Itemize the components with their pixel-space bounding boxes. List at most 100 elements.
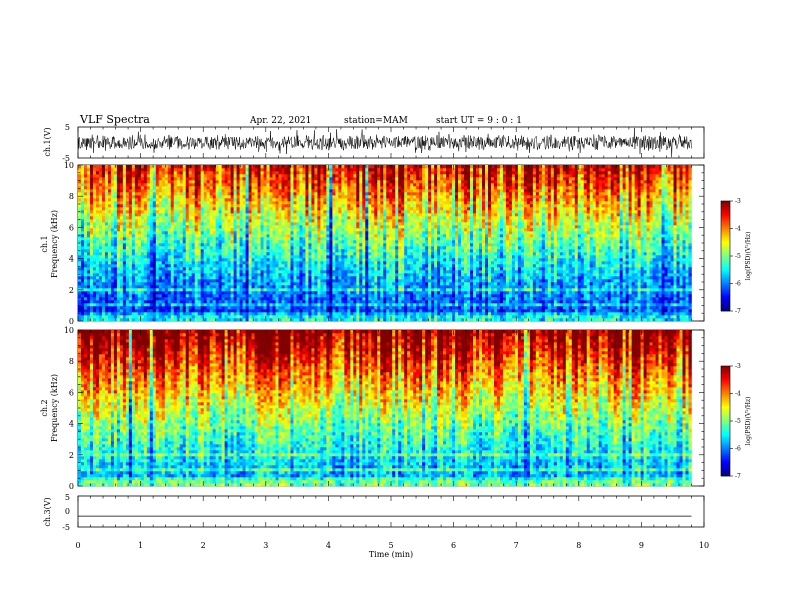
spectrogram-cell [224, 318, 228, 322]
spectrogram-cell [104, 303, 109, 307]
spectrogram-cell [83, 276, 88, 280]
spectrogram-cell [218, 243, 222, 247]
spectrogram-cell [110, 273, 115, 277]
spectrogram-cell [98, 288, 103, 292]
spectrogram-cell [272, 171, 276, 175]
spectrogram-cell [218, 171, 222, 175]
spectrogram-cell [284, 309, 288, 313]
spectrogram-cell [143, 204, 148, 208]
spectrogram-cell [239, 294, 243, 298]
spectrogram-cell [347, 213, 351, 217]
spectrogram-cell [176, 249, 181, 253]
spectrogram-cell [215, 201, 219, 205]
spectrogram-cell [347, 276, 351, 280]
spectrogram-cell [302, 261, 306, 265]
spectrogram-cell [137, 261, 142, 265]
spectrogram-cell [221, 180, 225, 184]
spectrogram-cell [323, 252, 327, 256]
spectrogram-cell [200, 246, 204, 250]
spectrogram-cell [203, 270, 207, 274]
spectrogram-cell [155, 246, 160, 250]
spectrogram-cell [164, 165, 169, 169]
spectrogram-cell [230, 213, 234, 217]
spectrogram-cell [347, 288, 351, 292]
spectrogram-cell [182, 207, 187, 211]
spectrogram-cell [278, 252, 282, 256]
spectrogram-cell [269, 183, 273, 187]
spectrogram-cell [260, 186, 264, 190]
spectrogram-cell [245, 264, 249, 268]
spectrogram-cell [107, 171, 112, 175]
spectrogram-cell [209, 177, 213, 181]
spectrogram-cell [269, 255, 273, 259]
spectrogram-cell [311, 195, 315, 199]
spectrogram-cell [335, 273, 339, 277]
spectrogram-cell [338, 186, 342, 190]
spectrogram-cell [215, 165, 219, 169]
spectrogram-cell [206, 291, 210, 295]
spectrogram-cell [224, 261, 228, 265]
spectrogram-cell [152, 210, 157, 214]
spectrogram-cell [176, 183, 181, 187]
spectrogram-cell [92, 261, 97, 265]
spectrogram-cell [125, 174, 130, 178]
spectrogram-cell [152, 306, 157, 310]
spectrogram-cell [236, 312, 240, 316]
spectrogram-cell [128, 276, 133, 280]
spectrogram-cell [281, 180, 285, 184]
spectrogram-cell [236, 303, 240, 307]
spectrogram-cell [116, 243, 121, 247]
spectrogram-cell [290, 279, 294, 283]
spectrogram-cell [203, 240, 207, 244]
spectrogram-cell [128, 279, 133, 283]
spectrogram-cell [143, 276, 148, 280]
spectrogram-cell [233, 213, 237, 217]
spectrogram-cell [224, 303, 228, 307]
spectrogram-cell [92, 171, 97, 175]
spectrogram-cell [347, 312, 351, 316]
spectrogram-cell [251, 255, 255, 259]
spectrogram-cell [356, 243, 360, 247]
spectrogram-cell [209, 189, 213, 193]
spectrogram-cell [221, 228, 225, 232]
spectrogram-cell [353, 285, 357, 289]
spectrogram-cell [323, 237, 327, 241]
spectrogram-cell [272, 270, 276, 274]
spectrogram-cell [332, 207, 336, 211]
spectrogram-cell [227, 204, 231, 208]
spectrogram-cell [158, 264, 163, 268]
spectrogram-cell [308, 180, 312, 184]
spectrogram-cell [281, 201, 285, 205]
spectrogram-cell [95, 306, 100, 310]
spectrogram-cell [173, 228, 178, 232]
spectrogram-cell [131, 303, 136, 307]
spectrogram-cell [275, 174, 279, 178]
spectrogram-cell [299, 306, 303, 310]
spectrogram-cell [215, 270, 219, 274]
spectrogram-cell [125, 168, 130, 172]
spectrogram-cell [311, 288, 315, 292]
spectrogram-cell [203, 225, 207, 229]
spectrogram-cell [92, 255, 97, 259]
spectrogram-cell [323, 195, 327, 199]
spectrogram-cell [302, 180, 306, 184]
spectrogram-cell [107, 261, 112, 265]
spectrogram-cell [92, 309, 97, 313]
spectrogram-cell [146, 240, 151, 244]
spectrogram-cell [155, 231, 160, 235]
spectrogram-cell [224, 168, 228, 172]
spectrogram-cell [221, 183, 225, 187]
spectrogram-cell [221, 279, 225, 283]
spectrogram-cell [329, 180, 333, 184]
spectrogram-cell [92, 177, 97, 181]
spectrogram-cell [146, 201, 151, 205]
spectrogram-cell [296, 249, 300, 253]
spectrogram-cell [353, 180, 357, 184]
spectrogram-cell [230, 234, 234, 238]
spectrogram-cell [119, 285, 124, 289]
spectrogram-cell [284, 189, 288, 193]
spectrogram-cell [176, 306, 181, 310]
spectrogram-cell [272, 273, 276, 277]
spectrogram-cell [131, 309, 136, 313]
spectrogram-cell [116, 309, 121, 313]
